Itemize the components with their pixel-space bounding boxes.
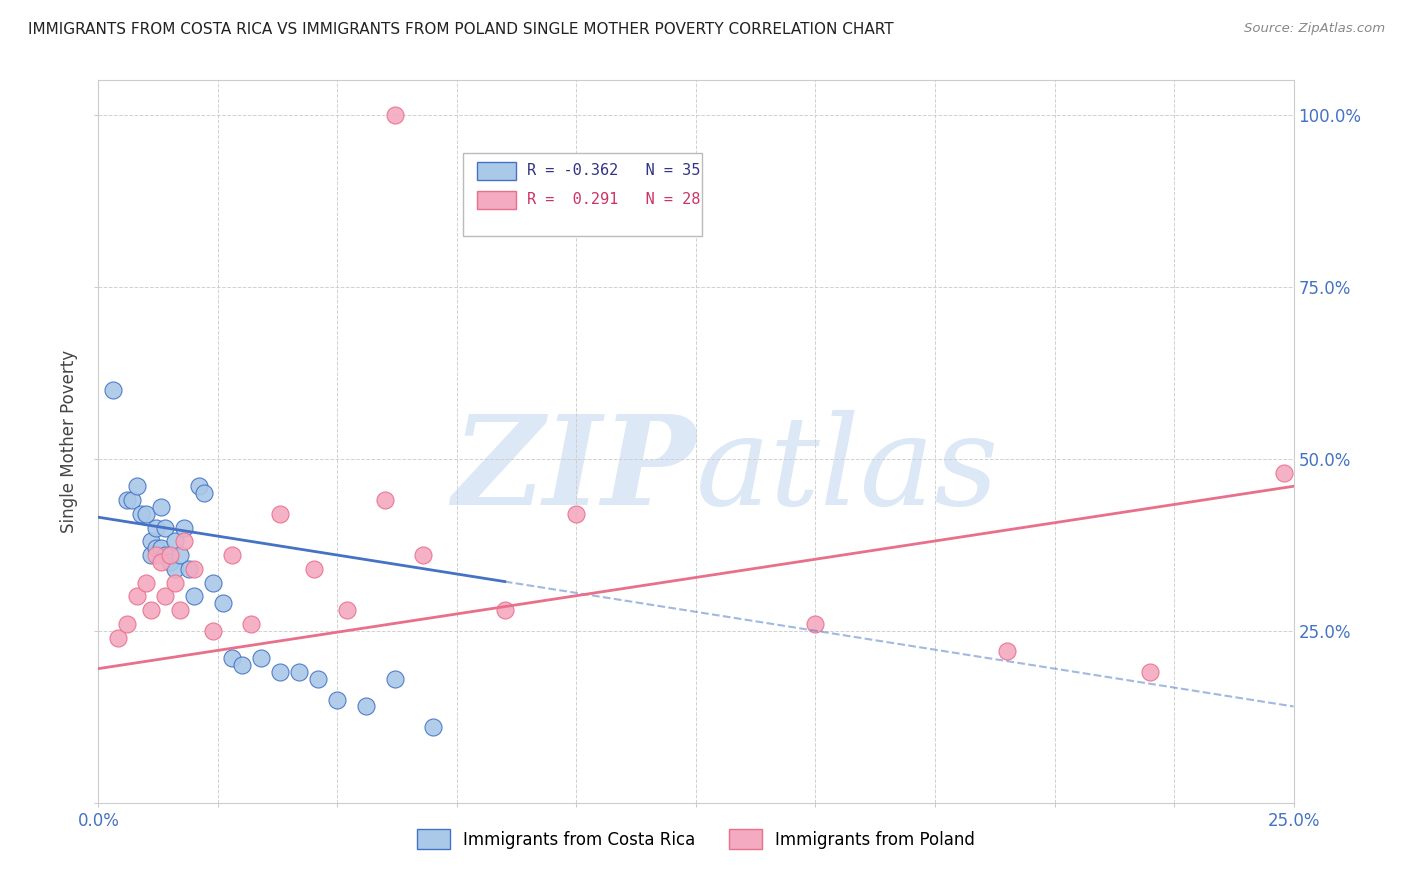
Point (211, 596, 233, 610)
Point (121, 493, 143, 508)
Text: ZIP: ZIP (453, 409, 696, 532)
Point (145, 548, 167, 562)
Point (159, 548, 181, 562)
Point (565, 507, 588, 521)
Point (336, 603, 359, 617)
Point (384, 672, 406, 686)
Point (384, 108, 406, 122)
FancyBboxPatch shape (463, 153, 702, 235)
Point (139, 603, 162, 617)
Point (101, 383, 124, 397)
Point (202, 575, 225, 590)
Point (202, 624, 225, 638)
Point (149, 555, 172, 569)
Point (240, 616, 263, 631)
Point (995, 644, 1018, 658)
Point (183, 590, 205, 604)
Point (269, 507, 291, 521)
Text: atlas: atlas (696, 409, 1000, 532)
Point (804, 616, 827, 631)
Text: R =  0.291   N = 28: R = 0.291 N = 28 (527, 193, 700, 207)
Legend: Immigrants from Costa Rica, Immigrants from Poland: Immigrants from Costa Rica, Immigrants f… (411, 822, 981, 856)
Point (125, 590, 148, 604)
Point (173, 534, 195, 549)
Point (107, 631, 129, 645)
Point (173, 520, 195, 534)
Point (374, 493, 396, 508)
Point (155, 520, 177, 534)
Point (139, 534, 162, 549)
Point (139, 548, 162, 562)
Point (115, 493, 138, 508)
Point (131, 507, 153, 521)
Point (155, 548, 177, 562)
Point (221, 548, 243, 562)
Point (326, 692, 349, 706)
Point (250, 651, 273, 665)
Point (183, 562, 205, 576)
Point (163, 575, 186, 590)
Point (1272, 466, 1295, 480)
Point (354, 699, 377, 714)
Point (169, 548, 191, 562)
Point (422, 720, 444, 734)
Point (135, 575, 157, 590)
Point (494, 603, 516, 617)
Point (163, 562, 186, 576)
Point (155, 590, 177, 604)
Point (231, 658, 253, 673)
Point (159, 555, 181, 569)
Point (169, 603, 191, 617)
Y-axis label: Single Mother Poverty: Single Mother Poverty (60, 350, 79, 533)
Point (115, 616, 138, 631)
Text: Source: ZipAtlas.com: Source: ZipAtlas.com (1244, 22, 1385, 36)
Point (193, 486, 215, 500)
Point (269, 665, 291, 679)
Point (307, 672, 329, 686)
Point (412, 548, 434, 562)
Point (125, 479, 148, 493)
Point (187, 479, 209, 493)
Text: R = -0.362   N = 35: R = -0.362 N = 35 (527, 163, 700, 178)
Point (145, 541, 167, 556)
Point (179, 562, 201, 576)
Point (288, 665, 311, 679)
Point (149, 500, 172, 514)
Text: IMMIGRANTS FROM COSTA RICA VS IMMIGRANTS FROM POLAND SINGLE MOTHER POVERTY CORRE: IMMIGRANTS FROM COSTA RICA VS IMMIGRANTS… (28, 22, 894, 37)
Point (1139, 665, 1161, 679)
Point (221, 651, 243, 665)
Point (163, 534, 186, 549)
Point (149, 541, 172, 556)
Bar (477, 191, 516, 209)
Point (302, 562, 325, 576)
Point (135, 507, 157, 521)
Point (145, 520, 167, 534)
Bar (477, 162, 516, 180)
